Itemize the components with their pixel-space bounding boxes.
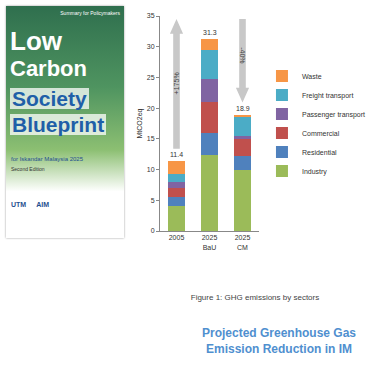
html-text:for Iskandar Malaysia 2025: for Iskandar Malaysia 2025 [11,156,83,162]
svg-text:2025CM: 2025CM [235,234,251,250]
html-text:Second Edition: Second Edition [11,166,45,172]
svg-text:Passenger transport: Passenger transport [302,111,365,119]
svg-text:35: 35 [147,12,155,19]
html-text:Projected Greenhouse Gas Emiss: Projected Greenhouse Gas Emission Reduct… [202,326,356,357]
html-text:Summary for Policymakers: Summary for Policymakers [60,10,120,16]
html-text:UTM: UTM [11,201,27,208]
svg-text:+175%: +175% [173,72,180,94]
html-text:Blueprint: Blueprint [12,113,105,136]
html-text:Society: Society [12,87,87,110]
svg-text:30: 30 [147,43,155,50]
svg-text:31.3: 31.3 [203,29,217,36]
svg-text:2005: 2005 [169,234,185,241]
svg-text:5: 5 [151,197,155,204]
html-text:AIM: AIM [36,201,49,208]
svg-text:20: 20 [147,105,155,112]
html-text:Low: Low [10,26,62,56]
html-text:Carbon: Carbon [10,56,87,81]
svg-text:MtCO2eq: MtCO2eq [136,108,144,138]
svg-text:15: 15 [147,135,155,142]
svg-text:Freight transport: Freight transport [302,92,353,100]
svg-text:-40%: -40% [239,47,246,63]
svg-text:10: 10 [147,166,155,173]
svg-text:2025BaU: 2025BaU [202,234,218,250]
html-text:Figure 1: GHG emissions by sec: Figure 1: GHG emissions by sectors [190,293,320,302]
svg-text:Residential: Residential [302,149,337,156]
svg-text:11.4: 11.4 [170,151,183,158]
svg-text:Waste: Waste [302,73,322,80]
svg-text:25: 25 [147,74,155,81]
svg-text:0: 0 [151,227,155,234]
svg-text:Commercial: Commercial [302,130,340,137]
svg-text:Industry: Industry [302,168,327,176]
svg-text:18.9: 18.9 [236,105,250,112]
